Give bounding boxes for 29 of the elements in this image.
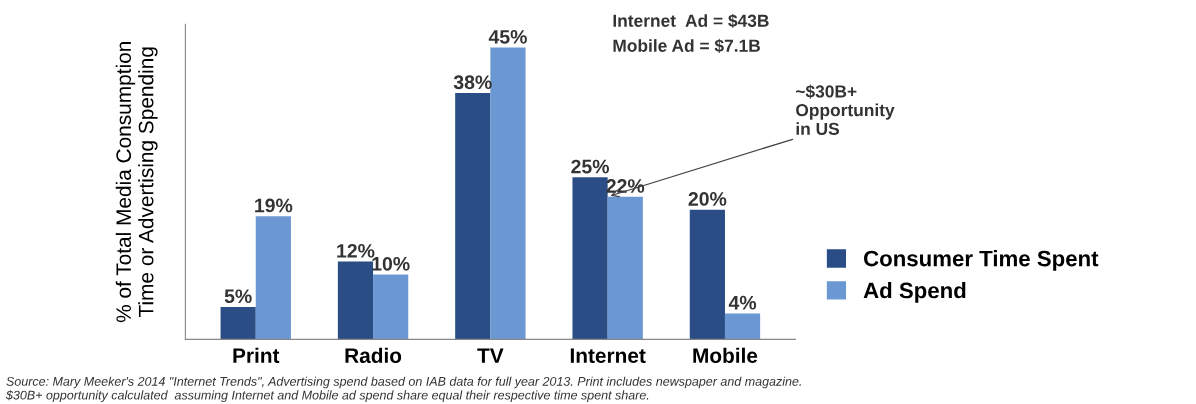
bar bbox=[607, 196, 643, 340]
bar bbox=[255, 216, 291, 340]
bar bbox=[689, 209, 725, 340]
x-tick-label: Radio bbox=[345, 347, 402, 363]
bar bbox=[373, 274, 409, 340]
bar bbox=[220, 306, 256, 340]
x-tick-label: Mobile bbox=[693, 347, 758, 363]
data-label: 10% bbox=[372, 256, 410, 271]
annotation: ~$30B+ Opportunity in US bbox=[796, 84, 895, 135]
data-label: 20% bbox=[688, 192, 727, 206]
y-axis-title: % of Total Media Consumption Time or Advertising Spending bbox=[115, 42, 158, 323]
legend-label: Ad Spend bbox=[863, 282, 966, 303]
data-label: 5% bbox=[224, 289, 252, 304]
data-label: 19% bbox=[255, 198, 293, 213]
bar bbox=[572, 177, 608, 340]
annotation: Internet Ad = $43B Mobile Ad = $7.1B bbox=[613, 13, 769, 53]
source-note: Source: Mary Meeker's 2014 "Internet Trends", Advertising spend based on IAB data for full year 2013. Print includes newspaper and magazine. $30B+ opportunity calculated assuming Internet and Mobile ad spend share equal their respective time spent share. bbox=[5, 376, 801, 402]
bar bbox=[455, 92, 491, 340]
data-label: 25% bbox=[571, 159, 610, 174]
bar bbox=[337, 261, 374, 340]
data-label: 4% bbox=[728, 295, 757, 310]
data-label: 12% bbox=[337, 243, 375, 258]
bar bbox=[490, 47, 526, 340]
x-tick-label: TV bbox=[477, 348, 504, 363]
bar bbox=[724, 313, 761, 340]
x-tick-label: Print bbox=[233, 347, 280, 363]
data-label: 45% bbox=[488, 30, 527, 44]
x-tick-label: Internet bbox=[570, 348, 646, 363]
legend-label: Consumer Time Spent bbox=[864, 250, 1099, 271]
